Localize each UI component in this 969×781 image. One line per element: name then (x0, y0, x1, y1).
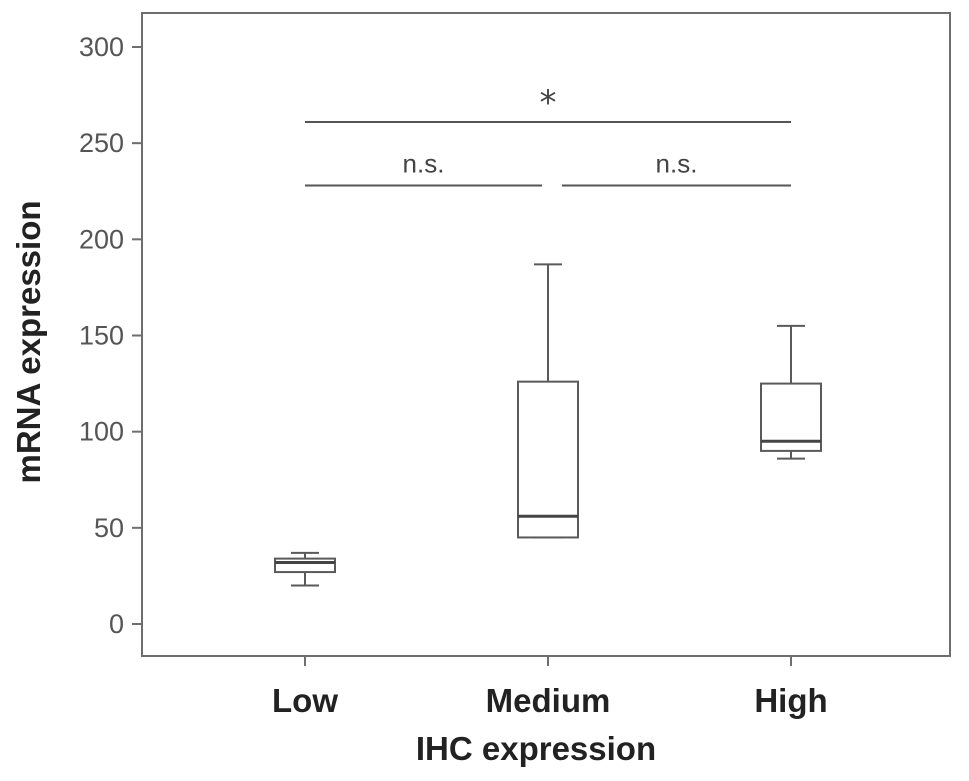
x-tick-label-medium: Medium (486, 682, 611, 719)
y-tick-label-50: 50 (94, 513, 124, 543)
y-tick-label-0: 0 (109, 609, 124, 639)
boxes (274, 263, 822, 587)
box-low (274, 551, 336, 587)
iqr-box-low (274, 557, 336, 574)
x-axis-title: IHC expression (416, 730, 656, 767)
y-tick-label-100: 100 (79, 417, 124, 447)
significance-label-low-medium: n.s. (403, 148, 445, 178)
x-tick-label-low: Low (272, 682, 338, 719)
y-tick-label-200: 200 (79, 224, 124, 254)
box-high (760, 324, 822, 460)
significance-annotations: n.s. n.s. * (305, 83, 791, 187)
y-tick-label-300: 300 (79, 32, 124, 62)
box-medium (517, 263, 579, 539)
x-tick-label-high: High (754, 682, 827, 719)
iqr-box-medium (517, 380, 579, 539)
y-axis-title: mRNA expression (10, 200, 47, 483)
y-tick-label-250: 250 (79, 128, 124, 158)
x-axis: Low Medium High (272, 656, 828, 719)
y-axis: 0 50 100 150 200 250 300 (79, 32, 142, 639)
iqr-box-high (760, 382, 822, 452)
significance-label-medium-high: n.s. (656, 148, 698, 178)
y-tick-label-150: 150 (79, 321, 124, 351)
significance-label-low-high: * (540, 83, 557, 123)
